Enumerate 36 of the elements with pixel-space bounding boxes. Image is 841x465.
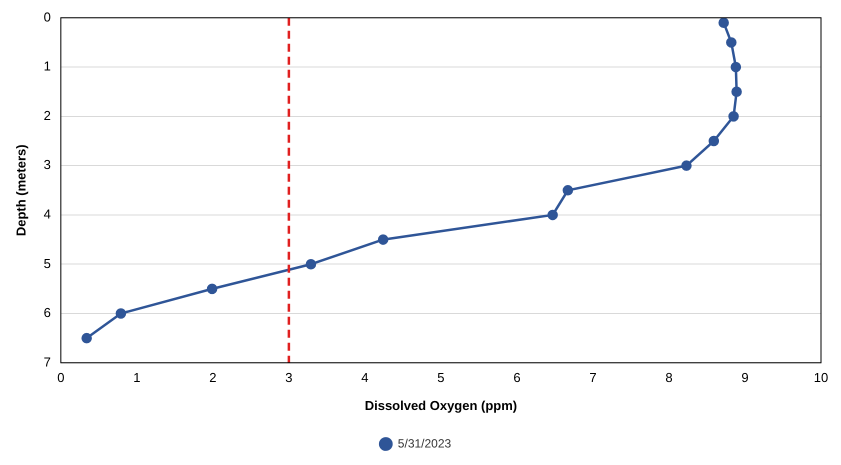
y-tick-label: 6 [44,305,51,320]
x-tick-label: 4 [361,370,369,386]
x-tick-label: 2 [209,370,216,386]
y-tick-label: 3 [44,157,51,172]
y-tick-label: 4 [44,206,51,222]
x-tick-label: 6 [513,370,521,386]
x-tick-label: 8 [665,370,673,386]
y-tick-label: 7 [44,354,51,370]
x-tick-label: 7 [589,370,597,386]
point [562,185,574,196]
point [378,234,388,245]
point [306,258,316,270]
x-axis-title: Dissolved Oxygen (ppm) [364,398,518,413]
y-tick-label: 2 [44,108,51,123]
point [206,284,218,294]
point [730,62,742,72]
y-tick-label: 1 [44,58,51,74]
point [547,210,558,220]
point [81,332,92,344]
y-axis-title: Depth (meters) [13,144,28,236]
point [708,136,720,146]
y-tick-label: 0 [44,9,51,24]
point [718,18,729,28]
x-tick-label: 0 [57,370,64,386]
point [728,111,739,122]
point [731,86,742,97]
point [681,160,692,171]
point [116,308,126,319]
point [726,37,737,48]
x-tick-label: 3 [285,370,292,386]
x-tick-label: 5 [437,370,445,386]
x-tick-label: 10 [814,370,828,386]
y-tick-label: 5 [44,256,51,271]
x-tick-label: 9 [741,370,749,386]
legend-label: 5/31/2023 [398,436,452,450]
x-tick-label: 1 [133,370,140,386]
